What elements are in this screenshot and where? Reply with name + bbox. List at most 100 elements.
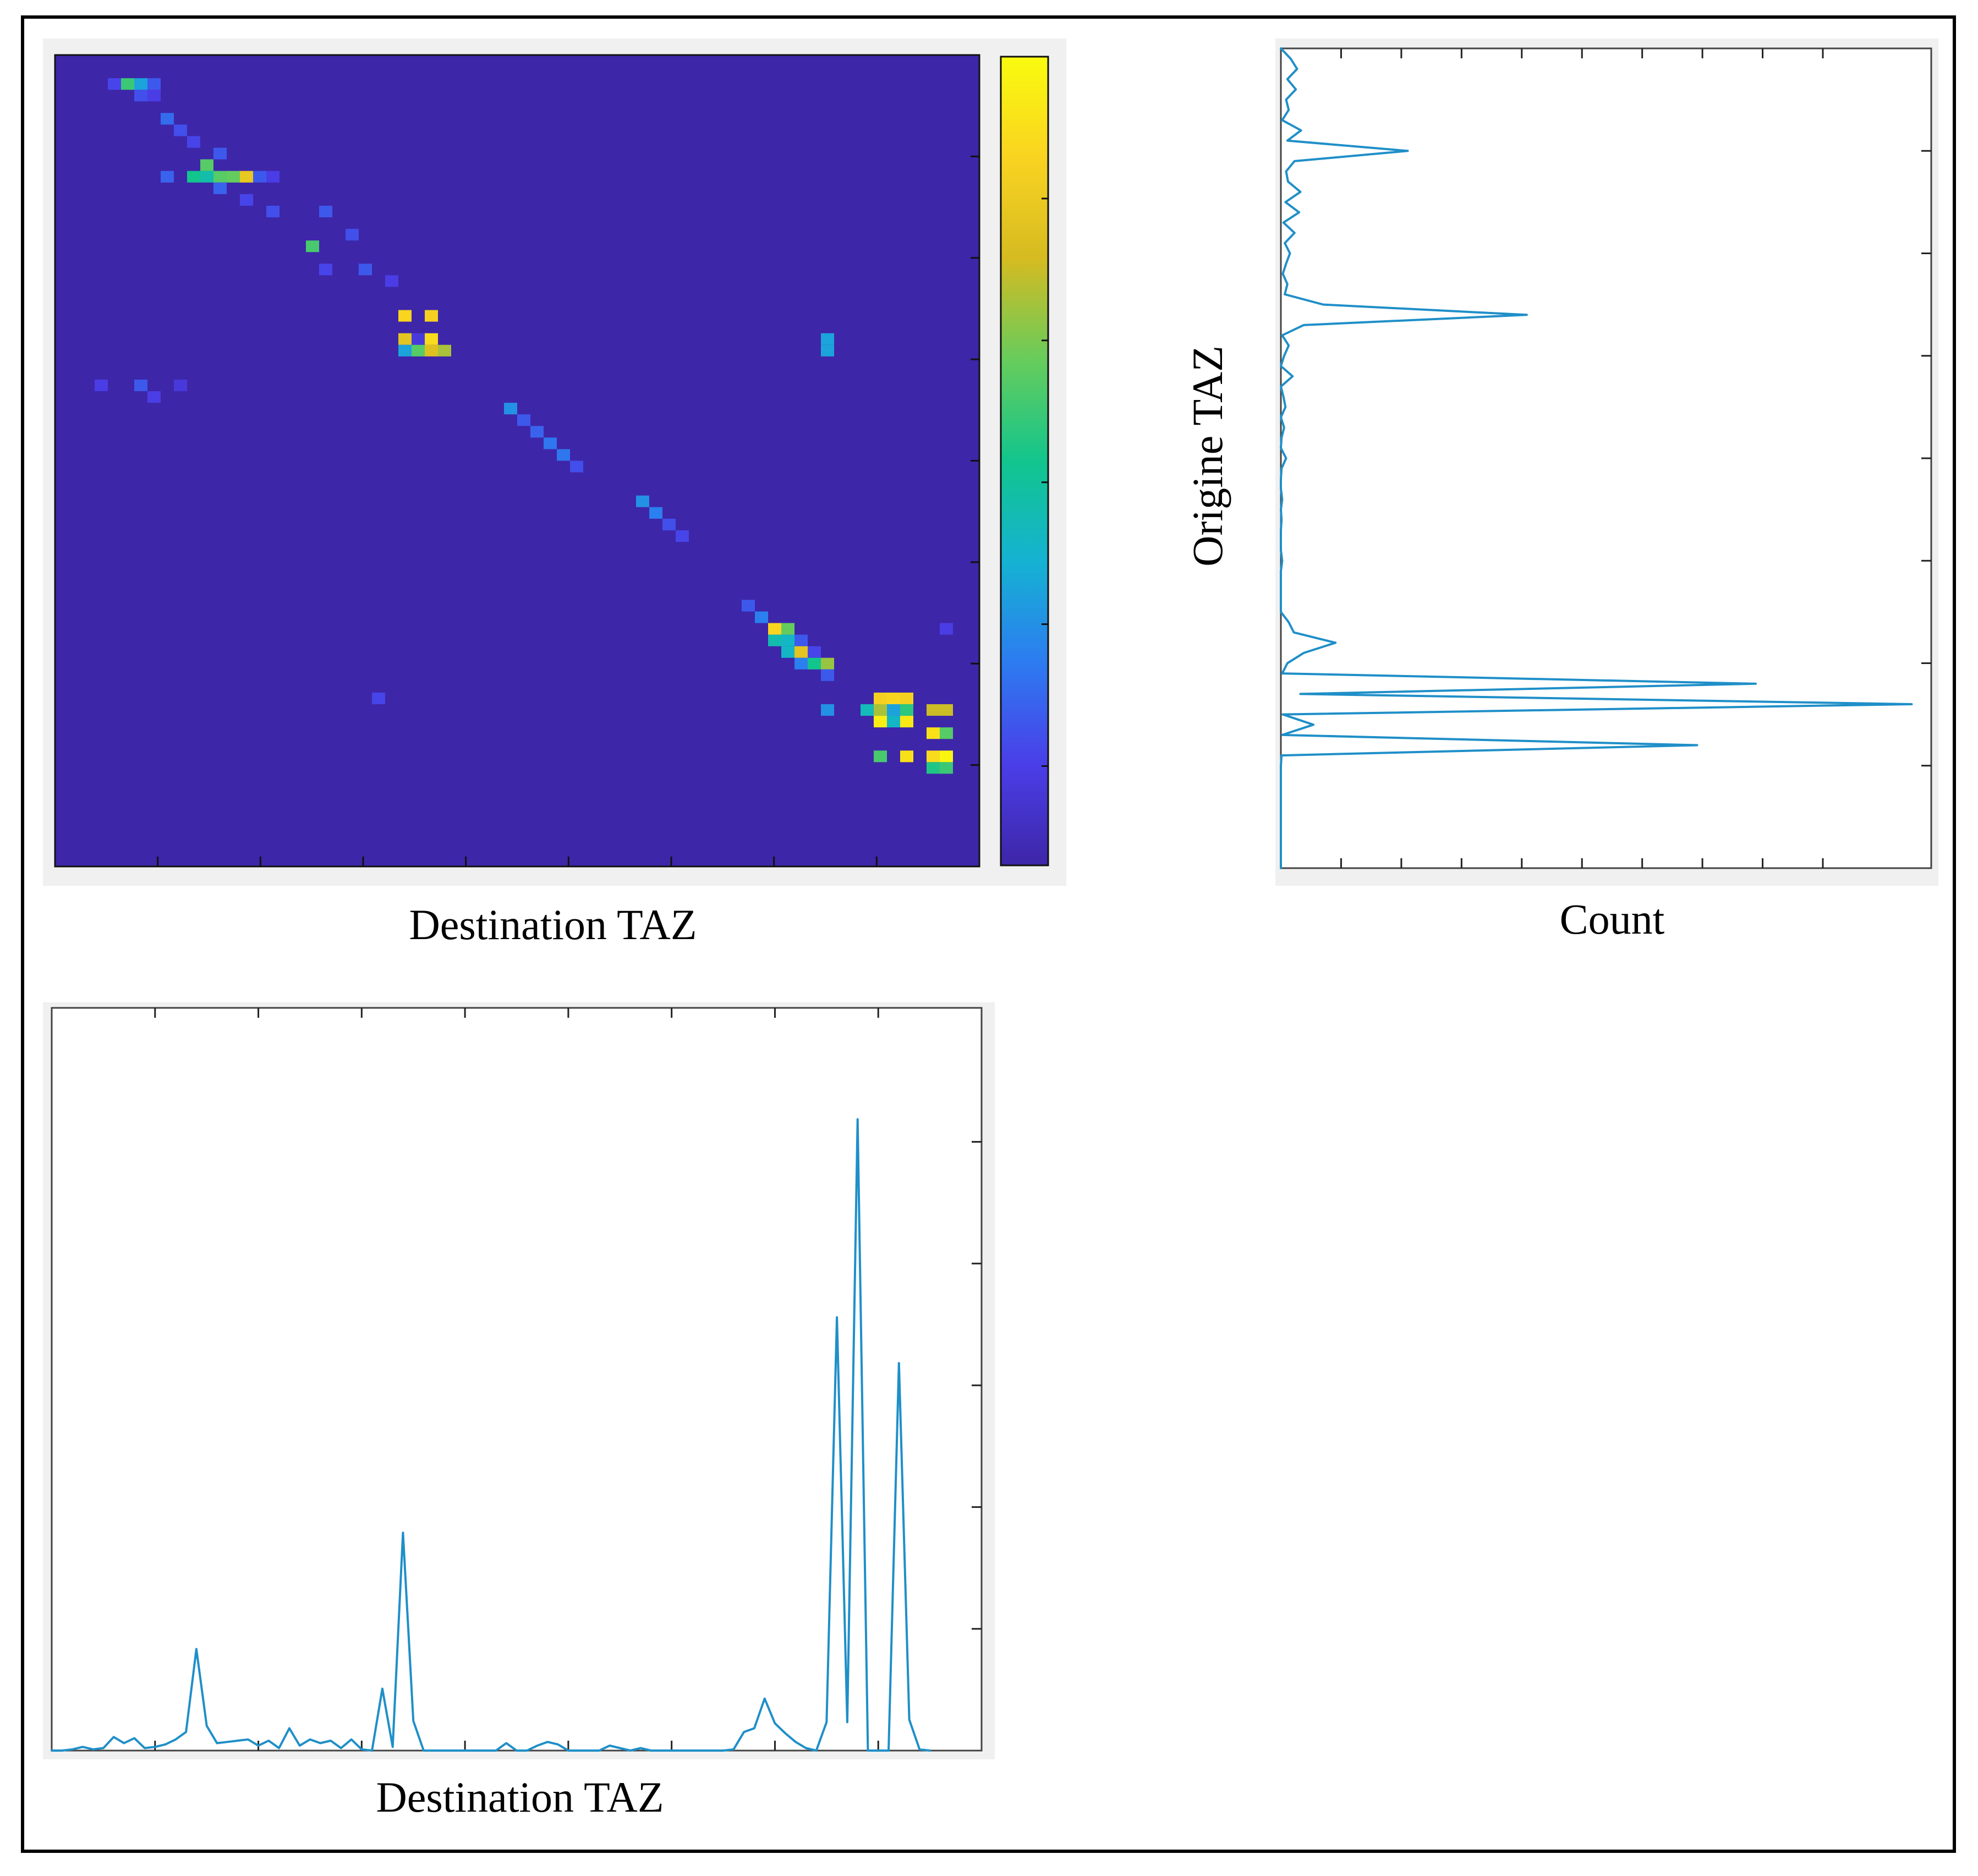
profile-plot-area (1280, 47, 1932, 869)
heatmap-cell (795, 634, 808, 646)
heatmap-cell (412, 344, 425, 356)
heatmap-cell (385, 275, 398, 287)
heatmap-cell (887, 716, 900, 728)
heatmap-cell (213, 171, 227, 183)
heatmap-cell (900, 692, 913, 704)
heatmap-cell (676, 530, 689, 542)
origin-count-chart (1275, 39, 1938, 886)
heatmap-cell (900, 704, 913, 716)
heatmap-cell (821, 704, 834, 716)
origin-y-axis-label: Origine TAZ (1183, 345, 1231, 567)
heatmap-cell (768, 634, 781, 646)
heatmap-cell (755, 611, 768, 623)
heatmap-cell (240, 194, 253, 206)
heatmap-cell (808, 646, 821, 658)
heatmap-cell (874, 750, 887, 763)
heatmap-cell (927, 762, 940, 774)
heatmap-cell (398, 333, 412, 345)
heatmap-cell (359, 264, 372, 276)
heatmap-cell (319, 205, 332, 217)
heatmap-cell (372, 692, 385, 704)
heatmap-cell (570, 460, 583, 473)
heatmap-background (54, 54, 980, 868)
heatmap-cell (662, 518, 676, 530)
heatmap-cell (134, 380, 147, 392)
heatmap-cell (425, 310, 438, 322)
heatmap-cell (425, 344, 438, 356)
heatmap-cell (940, 623, 953, 635)
heatmap-cell (319, 264, 332, 276)
line-plot-area (51, 1007, 983, 1752)
heatmap-cell (821, 344, 834, 356)
heatmap-cell (213, 147, 227, 160)
heatmap-cell (821, 669, 834, 681)
heatmap-cell (887, 704, 900, 716)
heatmap-cell (821, 333, 834, 345)
heatmap-cell (808, 657, 821, 670)
heatmap-cell (742, 600, 755, 612)
heatmap-cell (636, 495, 649, 507)
heatmap-cell (504, 403, 517, 415)
heatmap-cell (940, 762, 953, 774)
heatmap-cell (134, 90, 147, 102)
heatmap-cell (398, 310, 412, 322)
heatmap-cell (147, 90, 161, 102)
heatmap-cell (240, 171, 253, 183)
heatmap-cell (781, 634, 795, 646)
heatmap-cell (795, 657, 808, 670)
heatmap-cell (213, 182, 227, 194)
heatmap-cell (161, 171, 174, 183)
colorbar (1000, 56, 1049, 866)
heatmap-cell (544, 437, 557, 449)
heatmap-cell (187, 171, 200, 183)
heatmap-cell (557, 449, 570, 461)
heatmap-cell (940, 750, 953, 763)
origin-count-line (1280, 47, 1913, 869)
heatmap-cell (821, 657, 834, 670)
heatmap-cell (900, 750, 913, 763)
heatmap-cell (927, 704, 940, 716)
heatmap-cell (900, 716, 913, 728)
heatmap-cell (940, 727, 953, 739)
heatmap-cell (200, 171, 213, 183)
heatmap-cell (927, 727, 940, 739)
heatmap-cell (649, 507, 662, 519)
heatmap-cell (887, 692, 900, 704)
heatmap-chart (43, 39, 1066, 886)
heatmap-cell (781, 646, 795, 658)
heatmap-cell (174, 124, 187, 136)
heatmap-cell (346, 229, 359, 241)
heatmap-cell (306, 240, 319, 253)
heatmap-cell (134, 78, 147, 90)
heatmap-cell (795, 646, 808, 658)
heatmap-cell (187, 136, 200, 148)
heatmap-cell (108, 78, 121, 90)
heatmap-cell (253, 171, 266, 183)
heatmap-cell (781, 623, 795, 635)
heatmap-cell (147, 78, 161, 90)
heatmap-cell (874, 716, 887, 728)
destination-x-axis-label: Destination TAZ (376, 1773, 664, 1821)
heatmap-cell (874, 704, 887, 716)
heatmap-cell (861, 704, 874, 716)
heatmap-cell (768, 623, 781, 635)
heatmap-cell (425, 333, 438, 345)
heatmap-cell (874, 692, 887, 704)
heatmap-cell (927, 750, 940, 763)
heatmap-cell (517, 414, 530, 426)
origin-x-axis-label: Count (1559, 895, 1665, 943)
destination-count-chart (43, 1002, 995, 1759)
destination-count-line (51, 1118, 932, 1752)
heatmap-cell (940, 704, 953, 716)
heatmap-cell (200, 159, 213, 171)
heatmap-cell (266, 205, 280, 217)
heatmap-cell (412, 333, 425, 345)
heatmap-cell (530, 426, 544, 438)
heatmap-cell (227, 171, 240, 183)
heatmap-cell (161, 113, 174, 125)
heatmap-cell (174, 380, 187, 392)
heatmap-x-axis-label: Destination TAZ (409, 901, 697, 948)
heatmap-cell (147, 391, 161, 403)
heatmap-cell (121, 78, 134, 90)
heatmap-cell (398, 344, 412, 356)
